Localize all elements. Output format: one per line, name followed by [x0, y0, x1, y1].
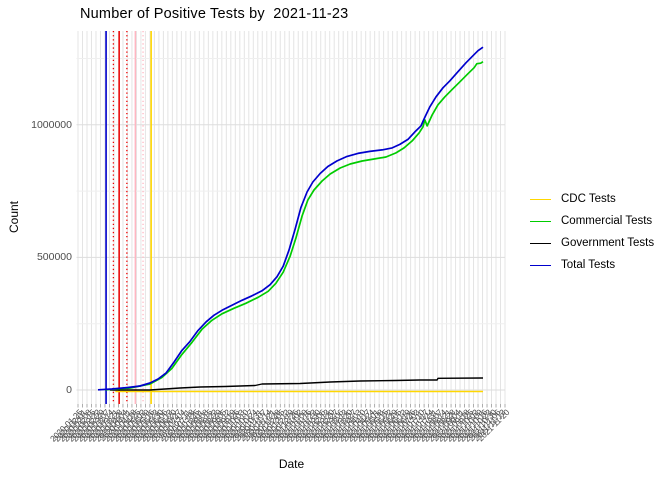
legend-item-commercial-tests: Commercial Tests — [530, 210, 654, 232]
y-axis-title: Count — [7, 200, 21, 234]
x-axis-title: Date — [278, 457, 305, 471]
legend-item-label: CDC Tests — [561, 193, 616, 205]
y-tick-label: 1000000 — [31, 118, 72, 131]
legend-item-label: Total Tests — [561, 259, 616, 271]
series-line-total-tests — [97, 46, 484, 391]
legend-item-total-tests: Total Tests — [530, 254, 654, 276]
legend-item-government-tests: Government Tests — [530, 232, 654, 254]
legend-item-label: Commercial Tests — [561, 215, 653, 227]
legend-key-line — [530, 264, 551, 266]
legend-item-label: Government Tests — [561, 237, 655, 249]
legend: CDC Tests Commercial Tests Government Te… — [530, 188, 654, 276]
series-line-commercial-tests — [104, 60, 484, 391]
legend-key-line — [530, 220, 551, 222]
y-tick-label: 500000 — [36, 251, 72, 264]
legend-item-cdc-tests: CDC Tests — [530, 188, 654, 210]
series-line-government-tests — [109, 377, 484, 391]
legend-key-line — [530, 242, 551, 244]
y-tick-label: 0 — [66, 384, 72, 396]
chart-title: Number of Positive Tests by 2021-11-23 — [80, 6, 349, 22]
legend-key-line — [530, 198, 551, 200]
